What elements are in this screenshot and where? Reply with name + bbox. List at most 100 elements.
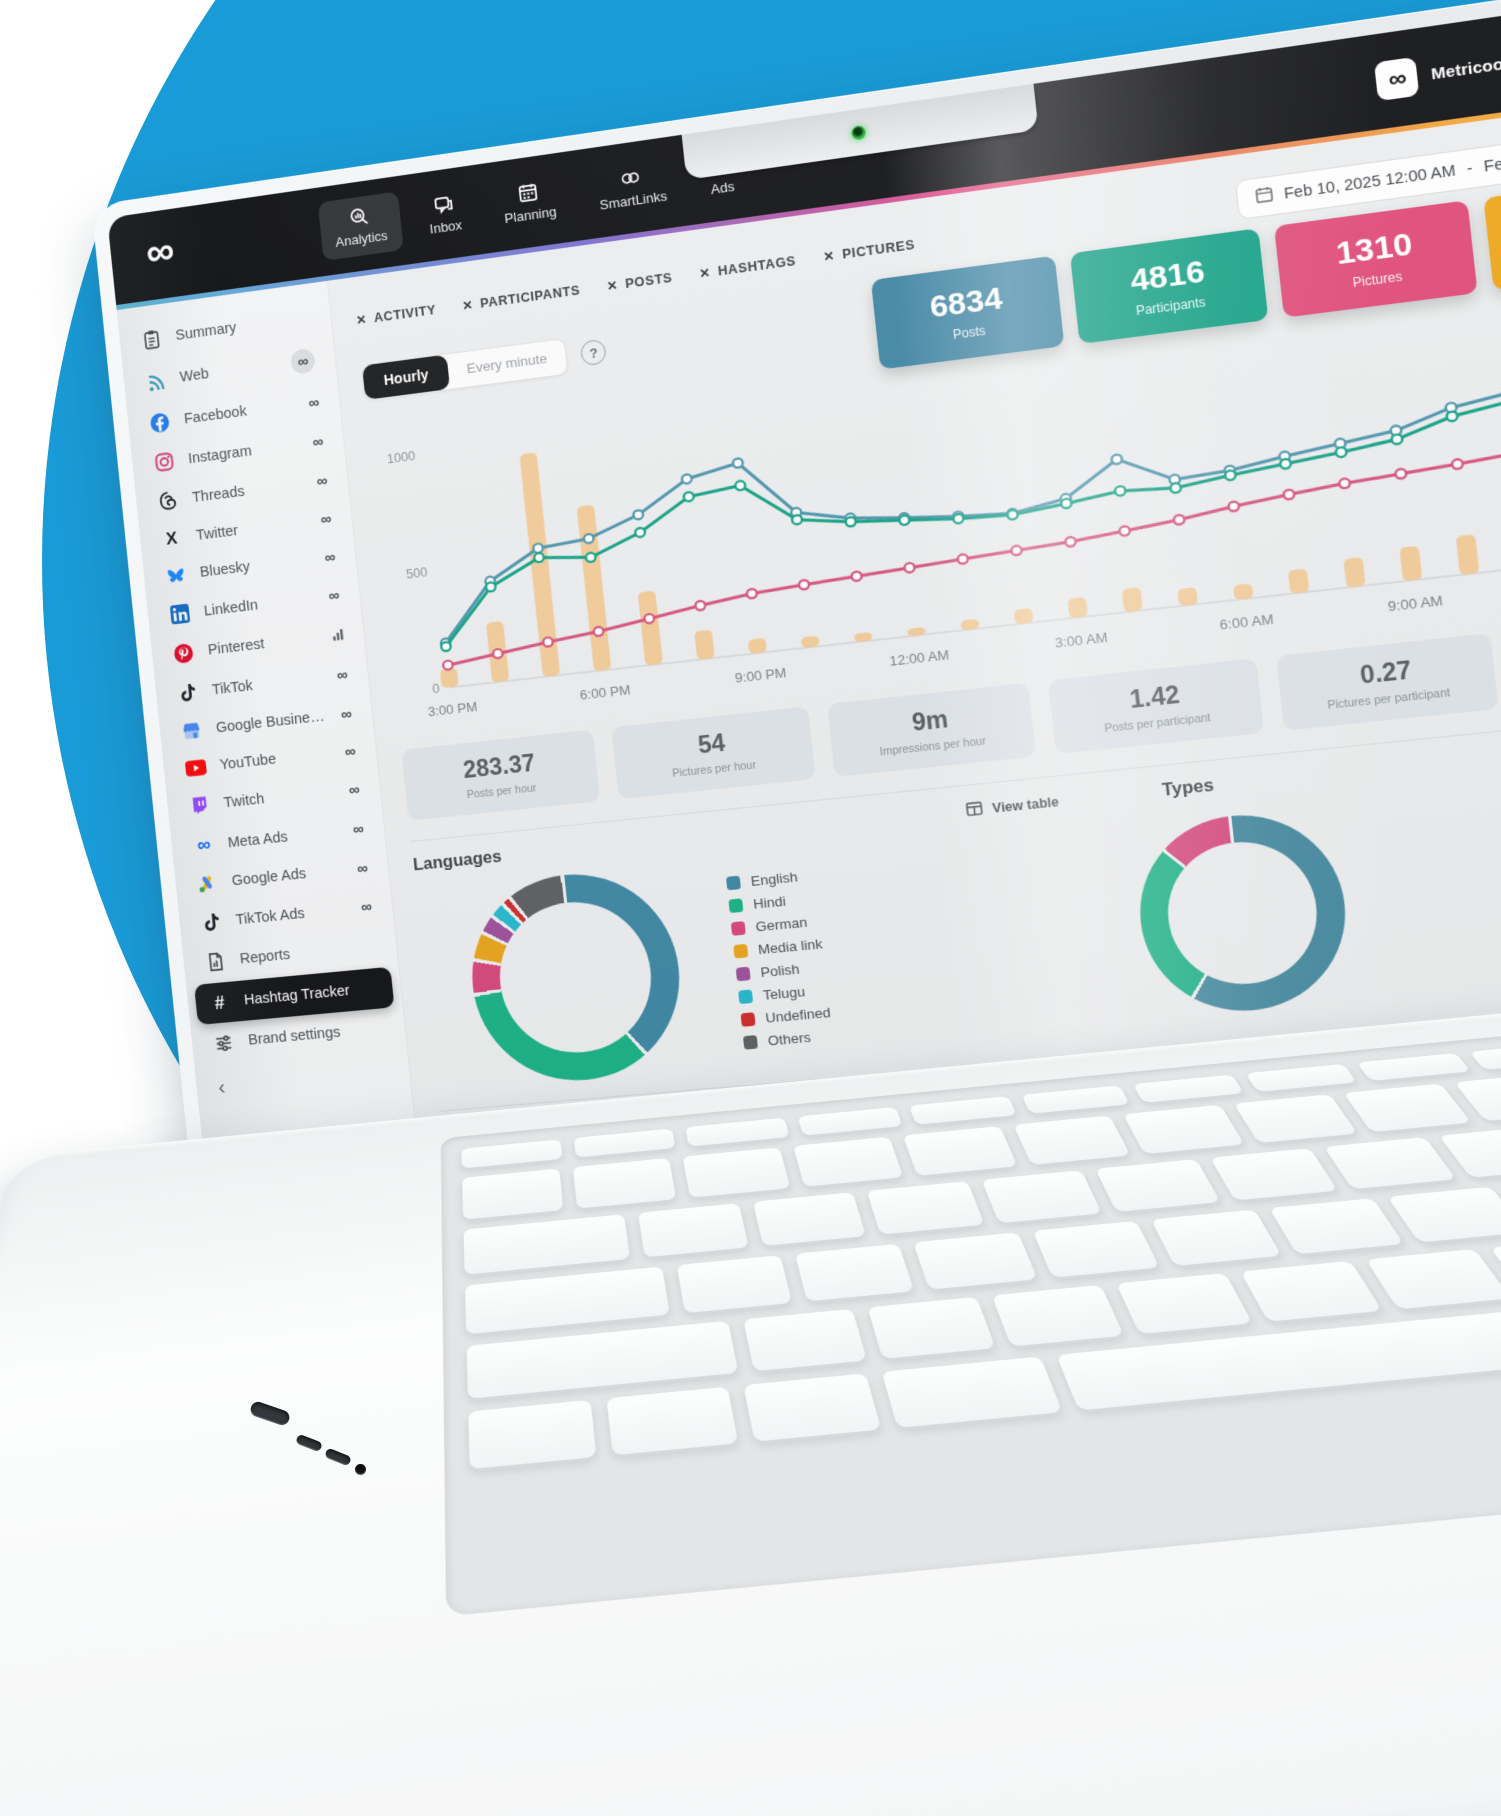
tab-pictures[interactable]: ✕ PICTURES [822,236,916,264]
keyboard-key [1032,1220,1160,1278]
legend-item-media-link[interactable]: Media link [733,935,824,959]
activity-chart-panel: 1000 500 0 3:00 PM 6:00 PM 9:00 PM 12:00 AM 3:0… [369,272,1501,740]
twitch-icon [187,795,213,817]
keyboard-key [743,1373,882,1442]
help-icon[interactable]: ? [579,338,608,367]
legend-item-telugu[interactable]: Telugu [738,981,829,1005]
keyboard-key [1365,1248,1501,1310]
tab-hashtags[interactable]: ✕ HASHTAGS [698,253,797,281]
svg-text:500: 500 [406,565,429,582]
sidebar-item-linkedin[interactable]: LinkedIn ∞ [154,575,353,635]
infinity-icon: ∞ [307,393,321,412]
view-table-button[interactable]: View table [959,791,1066,820]
keyboard-key [881,1356,1063,1428]
tab-activity[interactable]: ✕ ACTIVITY [355,302,437,328]
legend-item-polish[interactable]: Polish [735,958,826,982]
legend-item-german[interactable]: German [730,912,822,936]
sidebar-item-tiktok[interactable]: TikTok ∞ [162,655,361,714]
keyboard-key [1132,1074,1244,1103]
sidebar-item-google-business[interactable]: Google Business ... ∞ [166,694,365,752]
legend-item-others[interactable]: Others [742,1027,834,1050]
svg-text:0: 0 [432,682,441,697]
keyboard-key [743,1308,868,1372]
keyboard-key [797,1106,903,1136]
metric-card-pictures[interactable]: 1310 Pictures [1273,200,1478,318]
calendar-icon [1255,185,1274,208]
keyboard-key [1020,1085,1130,1114]
sidebar-item-facebook[interactable]: Facebook ∞ [135,381,334,444]
top-nav-analytics[interactable]: Analytics [317,191,404,262]
keyboard-key [466,1320,739,1399]
x-icon: ✕ [822,247,836,264]
google-business-icon [179,721,204,742]
metric-card-posts[interactable]: 6834 Posts [870,255,1065,370]
top-nav-planning[interactable]: Planning [486,167,573,237]
table-icon [965,801,983,819]
metricool-logo-icon[interactable]: ∞ [143,227,175,275]
sidebar-item-twitch[interactable]: Twitch ∞ [174,769,374,828]
types-donut-chart[interactable] [1130,805,1356,1019]
languages-donut-chart[interactable] [462,864,690,1089]
svg-text:6:00 PM: 6:00 PM [579,683,631,703]
metric-card-participants[interactable]: 4816 Participants [1069,228,1269,344]
sidebar-item-google-ads[interactable]: Google Ads ∞ [182,848,382,904]
keyboard-key [1324,1137,1457,1190]
keyboard-key [913,1232,1037,1290]
keyboard-key [1343,1083,1472,1133]
planning-icon [516,180,540,204]
svg-text:1000: 1000 [386,449,416,467]
google-ads-icon [195,874,220,894]
languages-panel: Languages View table Engli [412,787,1124,1092]
smartlinks-icon [618,166,643,191]
top-nav-inbox[interactable]: Inbox [411,181,478,248]
keyboard-key [1116,1272,1254,1335]
metricool-badge-icon: ∞ [1374,56,1420,102]
toggle-hourly[interactable]: Hourly [361,354,451,400]
svg-text:9:00 AM: 9:00 AM [1387,594,1444,615]
x-icon: ✕ [461,297,474,313]
keyboard-key [902,1126,1018,1176]
keyboard-key [1013,1115,1131,1165]
legend-item-english[interactable]: English [725,867,817,891]
infinity-icon: ∞ [336,666,349,685]
sidebar-item-reports[interactable]: Reports [190,926,390,983]
toggle-every-minute[interactable]: Every minute [466,350,548,377]
sidebar-item-web[interactable]: Web ∞ [130,337,329,405]
keyboard-key [992,1284,1125,1347]
keyboard-key [572,1157,677,1209]
keyboard-key [685,1117,790,1147]
rss-icon [143,370,168,392]
twitter-x-icon: X [165,528,179,549]
keyboard-key [1209,1148,1339,1201]
sidebar-item-threads[interactable]: Threads ∞ [143,461,342,522]
sidebar: Summary Web ∞ Facebook ∞ Instagram ∞ Thread… [116,280,437,1339]
stat-card-posts-per-hour: 283.37 Posts per hour [401,729,600,821]
legend-item-undefined[interactable]: Undefined [740,1004,831,1027]
sidebar-item-bluesky[interactable]: Bluesky ∞ [150,537,349,597]
svg-text:3:00 AM: 3:00 AM [1054,630,1108,650]
date-range-start: Feb 10, 2025 12:00 AM [1283,162,1457,203]
sidebar-collapse-button[interactable]: ‹ [217,1076,227,1099]
sidebar-item-pinterest[interactable]: Pinterest [158,614,357,675]
sidebar-item-youtube[interactable]: YouTube ∞ [170,732,369,787]
tiktok-icon [199,912,224,933]
keyboard-key [468,1399,597,1470]
sidebar-item-summary[interactable]: Summary [126,297,324,361]
tab-posts[interactable]: ✕ POSTS [606,269,674,294]
legend-item-hindi[interactable]: Hindi [728,890,819,914]
activity-chart[interactable]: 1000 500 0 3:00 PM 6:00 PM 9:00 PM 12:00 AM 3:0… [369,272,1501,740]
mini-stats-icon [332,627,345,643]
languages-title: Languages [412,847,503,875]
top-nav-smartlinks[interactable]: SmartLinks [581,151,684,224]
infinity-icon: ∞ [311,433,325,452]
account-switcher[interactable]: ∞ Metricool [1374,44,1501,102]
analytics-icon [348,205,371,229]
tab-participants[interactable]: ✕ PARTICIPANTS [461,282,581,313]
metric-card-impressions[interactable]: 228Impressions [1483,171,1501,291]
sidebar-item-instagram[interactable]: Instagram ∞ [139,421,338,483]
keyboard-key [866,1181,985,1235]
keyboard-key [638,1203,749,1258]
sidebar-item-tiktok-ads[interactable]: TikTok Ads ∞ [186,887,386,943]
keyboard-key [1240,1260,1382,1322]
keyboard-key [1356,1053,1471,1082]
